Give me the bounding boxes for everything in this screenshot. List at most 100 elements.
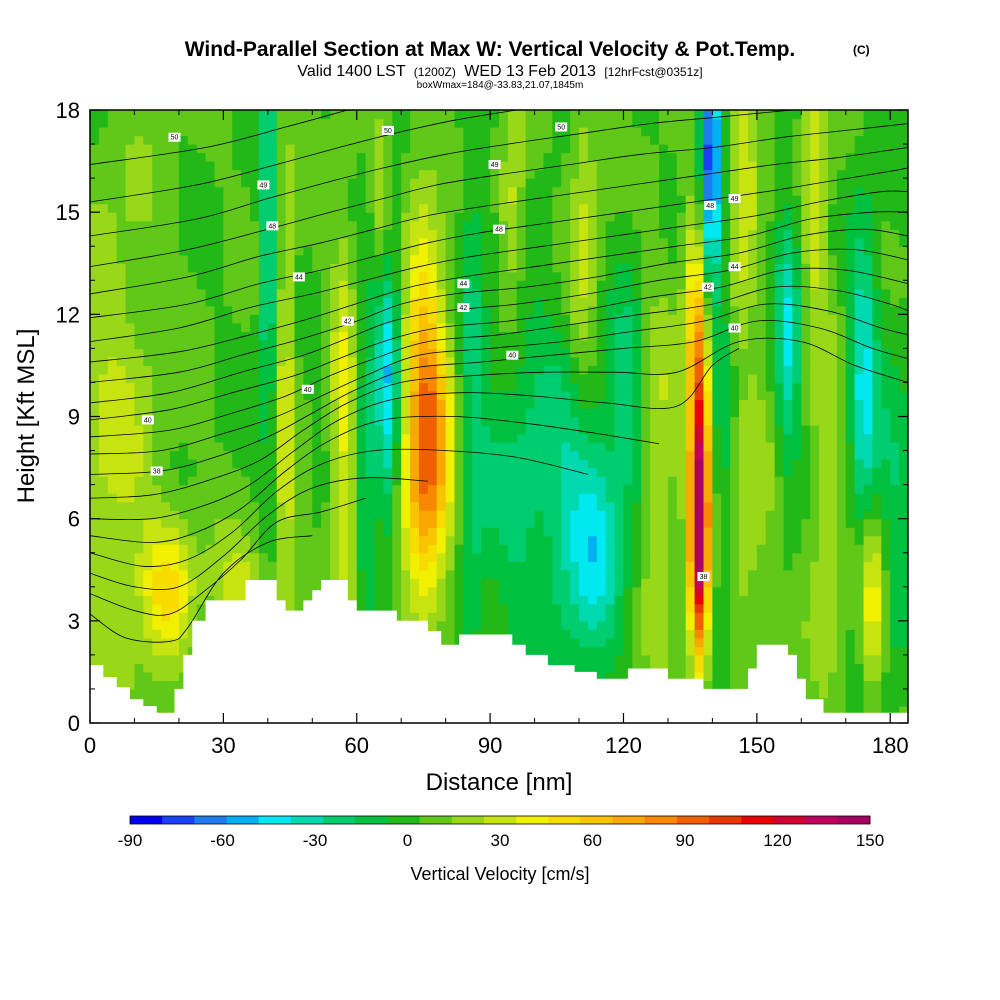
heatmap-cell	[490, 484, 500, 494]
heatmap-cell	[161, 671, 171, 682]
heatmap-cell	[152, 612, 162, 622]
heatmap-cell	[338, 544, 349, 554]
heatmap-cell	[258, 535, 269, 545]
heatmap-cell	[570, 220, 580, 230]
heatmap-cell	[561, 365, 571, 375]
heatmap-cell	[614, 484, 625, 494]
heatmap-cell	[694, 442, 705, 452]
heatmap-cell	[258, 484, 269, 494]
heatmap-cell	[356, 416, 367, 426]
heatmap-cell	[579, 612, 589, 622]
heatmap-cell	[383, 407, 393, 418]
heatmap-cell	[587, 263, 598, 273]
heatmap-cell	[418, 263, 429, 273]
heatmap-cell	[161, 161, 171, 171]
heatmap-cell	[241, 212, 251, 222]
heatmap-cell	[330, 110, 340, 120]
heatmap-cell	[499, 552, 509, 562]
heatmap-cell	[107, 620, 118, 630]
heatmap-cell	[143, 501, 153, 511]
heatmap-cell	[152, 510, 162, 520]
heatmap-cell	[561, 527, 571, 537]
heatmap-cell	[418, 373, 429, 384]
heatmap-cell	[472, 186, 482, 196]
heatmap-cell	[330, 561, 340, 571]
heatmap-cell	[596, 476, 607, 486]
heatmap-cell	[321, 501, 331, 511]
heatmap-cell	[623, 646, 633, 656]
heatmap-cell	[605, 263, 616, 273]
heatmap-cell	[463, 161, 473, 171]
heatmap-cell	[232, 382, 242, 392]
heatmap-cell	[507, 510, 518, 520]
heatmap-cell	[463, 297, 473, 307]
heatmap-cell	[543, 467, 553, 477]
heatmap-cell	[143, 135, 153, 145]
heatmap-cell	[418, 467, 429, 477]
heatmap-cell	[383, 467, 393, 477]
heatmap-cell	[685, 561, 696, 571]
heatmap-cell	[338, 220, 349, 230]
heatmap-cell	[330, 169, 340, 179]
heatmap-cell	[250, 110, 260, 120]
heatmap-cell	[703, 561, 713, 571]
heatmap-cell	[401, 399, 411, 409]
heatmap-cell	[170, 271, 180, 281]
heatmap-cell	[365, 373, 376, 384]
heatmap-cell	[570, 620, 580, 630]
heatmap-cell	[250, 203, 260, 213]
heatmap-cell	[561, 442, 571, 452]
heatmap-cell	[632, 603, 642, 613]
heatmap-cell	[667, 195, 678, 205]
heatmap-cell	[632, 459, 642, 469]
heatmap-cell	[587, 280, 598, 290]
heatmap-cell	[650, 612, 660, 622]
heatmap-cell	[187, 484, 198, 494]
heatmap-cell	[152, 518, 162, 528]
heatmap-cell	[356, 271, 367, 281]
heatmap-cell	[258, 425, 269, 435]
heatmap-cell	[223, 569, 233, 579]
heatmap-cell	[516, 152, 527, 162]
heatmap-cell	[543, 407, 553, 418]
heatmap-cell	[107, 510, 118, 520]
heatmap-cell	[436, 348, 447, 358]
heatmap-cell	[596, 314, 607, 324]
heatmap-cell	[365, 237, 376, 247]
heatmap-cell	[214, 544, 224, 554]
heatmap-cell	[632, 373, 642, 384]
heatmap-cell	[579, 544, 589, 554]
heatmap-cell	[152, 688, 162, 699]
heatmap-cell	[410, 297, 420, 307]
heatmap-cell	[205, 518, 216, 528]
heatmap-cell	[98, 476, 109, 486]
heatmap-cell	[196, 484, 207, 494]
heatmap-cell	[552, 152, 562, 162]
heatmap-cell	[285, 442, 296, 452]
heatmap-cell	[436, 254, 447, 264]
heatmap-cell	[418, 365, 429, 375]
heatmap-cell	[134, 501, 144, 511]
heatmap-cell	[561, 220, 571, 230]
heatmap-cell	[632, 416, 642, 426]
heatmap-cell	[116, 484, 127, 494]
heatmap-cell	[374, 339, 385, 349]
heatmap-cell	[241, 348, 251, 358]
heatmap-cell	[178, 382, 189, 392]
heatmap-cell	[445, 407, 456, 418]
heatmap-cell	[463, 314, 473, 324]
heatmap-cell	[170, 646, 180, 656]
heatmap-cell	[436, 288, 447, 298]
heatmap-cell	[552, 612, 562, 622]
heatmap-cell	[605, 297, 616, 307]
heatmap-cell	[676, 671, 687, 682]
heatmap-cell	[312, 467, 322, 477]
heatmap-cell	[347, 135, 358, 145]
heatmap-cell	[338, 467, 349, 477]
heatmap-cell	[534, 365, 545, 375]
heatmap-cell	[285, 254, 296, 264]
heatmap-cell	[303, 339, 313, 349]
heatmap-cell	[374, 467, 385, 477]
heatmap-cell	[667, 629, 678, 639]
heatmap-cell	[543, 544, 553, 554]
